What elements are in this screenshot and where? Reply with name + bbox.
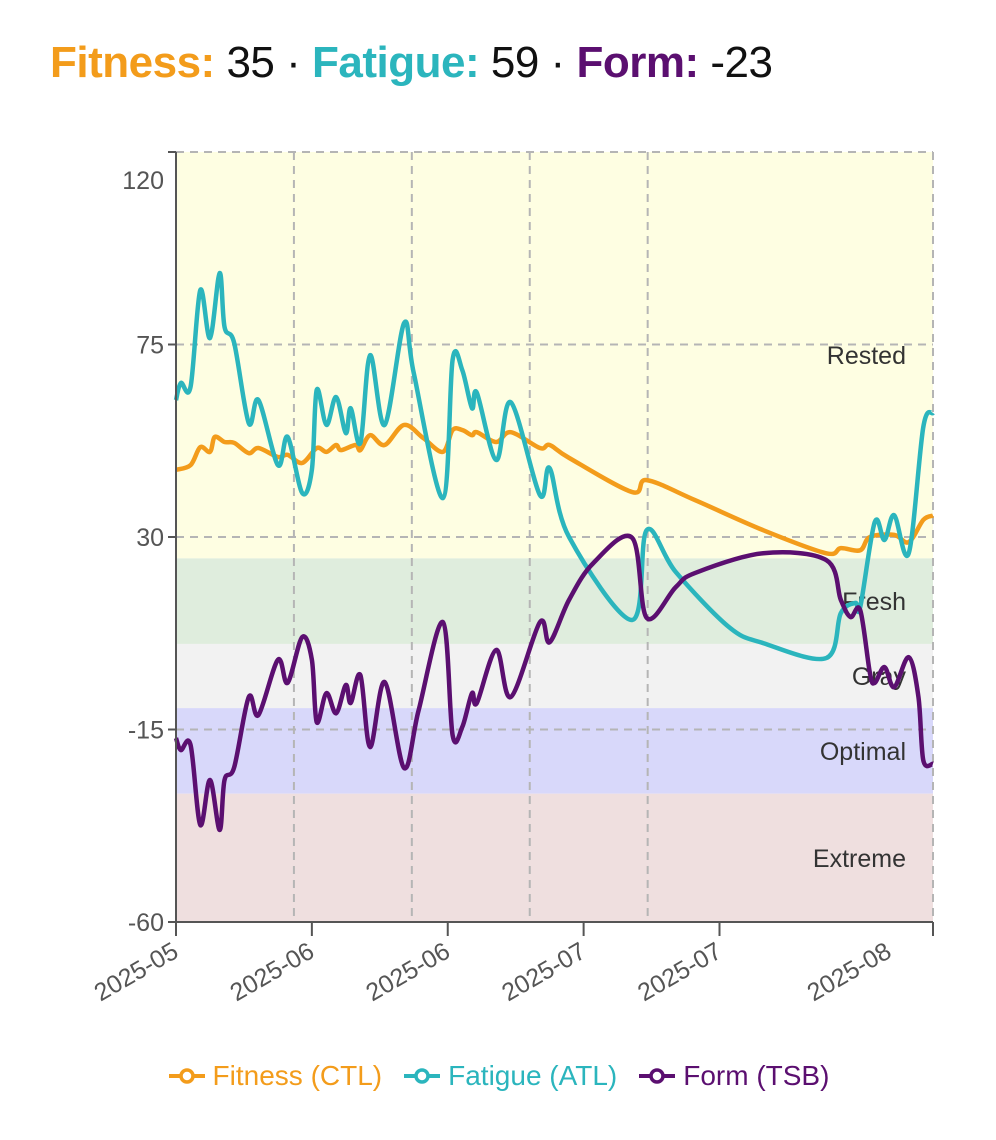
x-tick-label: 2025-05 [90, 937, 183, 1007]
fitness-value: 35 [226, 38, 275, 87]
legend-item[interactable]: Fatigue (ATL) [402, 1060, 617, 1092]
y-tick-label: 75 [136, 332, 164, 360]
fatigue-atl-line [173, 270, 935, 662]
zone-label: Extreme [813, 845, 906, 873]
legend-item[interactable]: Fitness (CTL) [167, 1060, 383, 1092]
fatigue-value: 59 [490, 38, 539, 87]
zone-optimal [176, 708, 933, 794]
form-value: -23 [710, 38, 773, 87]
y-tick-label: 30 [136, 524, 164, 552]
y-tick-label: -15 [128, 717, 164, 745]
summary-header: Fitness: 35 · Fatigue: 59 · Form: -23 [50, 38, 773, 88]
zone-gray [176, 643, 933, 709]
form-label: Form: [576, 38, 699, 87]
y-tick-label: 120 [122, 167, 164, 195]
separator: · [550, 38, 566, 87]
fitness-label: Fitness: [50, 38, 215, 87]
legend: Fitness (CTL) Fatigue (ATL) Form (TSB) [0, 1060, 996, 1093]
legend-marker-icon [639, 1068, 676, 1084]
x-tick-label: 2025-06 [361, 937, 454, 1007]
fatigue-label: Fatigue: [312, 38, 480, 87]
legend-label: Fitness (CTL) [212, 1060, 383, 1091]
fitness-ctl-line [175, 422, 934, 557]
legend-label: Fatigue (ATL) [448, 1060, 618, 1091]
x-tick-label: 2025-07 [497, 937, 590, 1007]
y-tick-label: -60 [128, 909, 164, 937]
zone-label: Optimal [820, 738, 906, 766]
legend-marker-icon [168, 1068, 205, 1084]
legend-marker-icon [404, 1068, 441, 1084]
zone-extreme [176, 793, 933, 922]
zone-label: Rested [827, 342, 906, 370]
x-tick-label: 2025-06 [225, 937, 318, 1007]
separator: · [286, 38, 301, 87]
form-tsb-line [173, 533, 934, 833]
x-tick-label: 2025-08 [803, 937, 896, 1007]
legend-label: Form (TSB) [683, 1060, 830, 1091]
x-tick-label: 2025-07 [633, 937, 726, 1007]
legend-item[interactable]: Form (TSB) [637, 1060, 829, 1092]
